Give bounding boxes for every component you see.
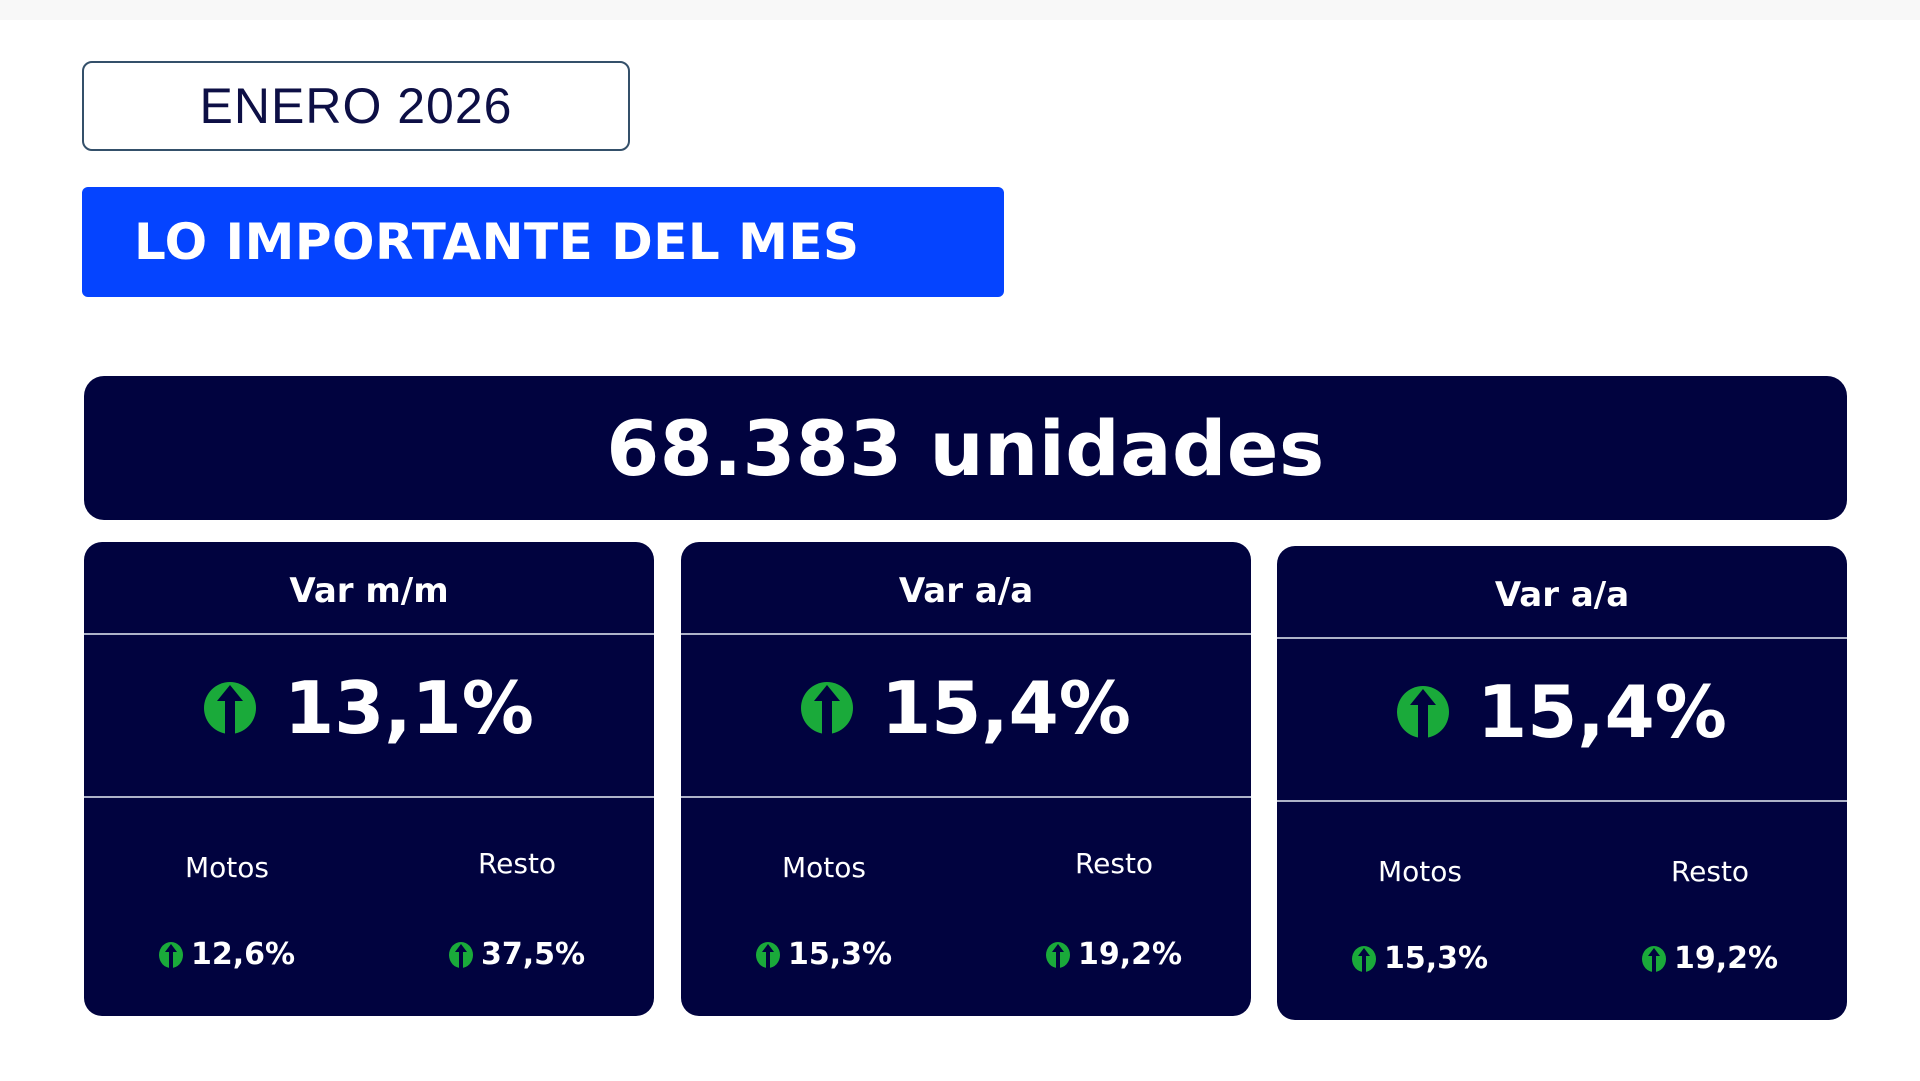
arrow-up-circle-icon: [158, 942, 183, 968]
total-units-banner: 68.383 unidades: [84, 376, 1847, 520]
breakdown-label: Resto: [477, 847, 557, 880]
total-units: 68.383 unidades: [606, 403, 1325, 493]
main-percentage: 13,1%: [284, 666, 534, 750]
section-title-bar: LO IMPORTANTE DEL MES: [82, 187, 1004, 297]
divider: [84, 796, 654, 798]
period-text: ENERO 2026: [199, 78, 513, 134]
breakdown-value: 12,6%: [190, 937, 296, 972]
card-main-value: 15,4%: [681, 668, 1251, 748]
kpi-card-var-aa-2: Var a/a 15,4% Motos 15,3% Resto 19,2%: [1277, 546, 1847, 1020]
divider: [681, 796, 1251, 798]
breakdown-label: Motos: [1378, 855, 1462, 888]
arrow-up-circle-icon: [1045, 942, 1070, 968]
divider: [1277, 800, 1847, 802]
arrow-up-circle-icon: [1641, 946, 1666, 972]
card-main-value: 15,4%: [1277, 672, 1847, 752]
divider: [681, 633, 1251, 635]
top-strip: [0, 0, 1920, 20]
period-label: ENERO 2026: [82, 61, 630, 151]
breakdown-value: 15,3%: [787, 937, 893, 972]
breakdown-label: Motos: [782, 851, 866, 884]
arrow-up-circle-icon: [755, 942, 780, 968]
breakdown-value: 19,2%: [1077, 937, 1183, 972]
arrow-up-circle-icon: [1397, 686, 1450, 738]
arrow-up-circle-icon: [204, 682, 257, 734]
section-title: LO IMPORTANTE DEL MES: [134, 213, 860, 271]
kpi-card-var-mm: Var m/m 13,1% Motos 12,6% Resto 37,5%: [84, 542, 654, 1016]
kpi-card-var-aa: Var a/a 15,4% Motos 15,3% Resto 19,2%: [681, 542, 1251, 1016]
card-title: Var m/m: [289, 571, 449, 611]
card-title: Var a/a: [1494, 575, 1630, 615]
main-percentage: 15,4%: [881, 666, 1131, 750]
card-main-value: 13,1%: [84, 668, 654, 748]
divider: [1277, 637, 1847, 639]
breakdown-label: Resto: [1670, 855, 1750, 888]
breakdown-value: 15,3%: [1383, 941, 1489, 976]
arrow-up-circle-icon: [448, 942, 473, 968]
arrow-up-circle-icon: [801, 682, 854, 734]
arrow-up-circle-icon: [1351, 946, 1376, 972]
divider: [84, 633, 654, 635]
main-percentage: 15,4%: [1477, 670, 1727, 754]
breakdown-value: 19,2%: [1673, 941, 1779, 976]
breakdown-label: Resto: [1074, 847, 1154, 880]
breakdown-label: Motos: [185, 851, 269, 884]
breakdown-value: 37,5%: [480, 937, 586, 972]
card-title: Var a/a: [898, 571, 1034, 611]
